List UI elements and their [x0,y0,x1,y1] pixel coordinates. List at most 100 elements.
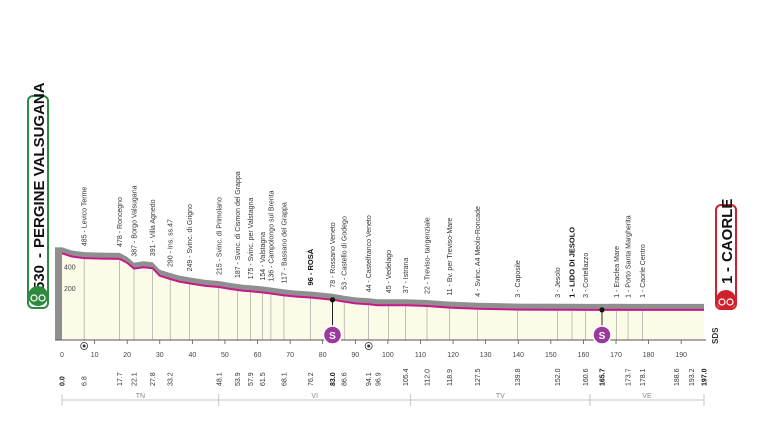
distance-tick-label: 100 [382,352,394,359]
finish-separator: - [719,267,736,272]
profile-left-edge [55,247,62,340]
km-label: 76.2 [308,372,315,386]
distance-tick-label: 160 [578,352,590,359]
waypoint-label: 11 - Bv. per Treviso-Mare [447,218,454,296]
sprint-label: S [599,331,606,342]
waypoint-label: 96 - ROSÀ [306,248,315,285]
start-flag-icon [28,286,48,306]
distance-tick-label: 130 [480,352,492,359]
km-label: 118.9 [447,369,454,386]
waypoint-label: 175 - Svinc. per Valstagna [248,198,255,280]
km-label: 57.9 [248,372,255,386]
y-tick-label: 400 [64,265,76,272]
waypoint-label: 3 - Jesolo [555,267,562,297]
province-label: VI [311,393,318,400]
km-label: 6.8 [82,376,89,386]
waypoint-label: 478 - Roncegno [117,197,124,247]
sprint-label: S [329,331,336,342]
start-badge: 530 - PERGINE VALSUGANA [28,82,48,308]
km-label: 53.9 [235,372,242,386]
km-label: 0.0 [60,376,67,386]
distance-tick-label: 80 [319,352,327,359]
km-label: 139.8 [515,368,522,386]
km-label: 48.1 [216,372,223,386]
sponsor-logo: SDS [711,327,720,344]
km-labels: 0.0 6.8 17.7 22.1 27.8 33.2 48.1 53.9 57.9 61.5 68… [60,368,709,386]
province-label: TN [136,393,145,400]
waypoint-label: 387 - Borgo Valsugana [132,185,139,256]
km-label: 165.7 [600,368,607,386]
waypoint-label: 1 - Eraclea Mare [614,246,621,298]
waypoint-label: 22 - Treviso- tangenziale [425,217,432,294]
waypoint-label: 78 - Rossano Veneto [330,222,337,287]
feed-zone-icon [83,345,86,348]
waypoint-label: 215 - Svinc. di Primolano [216,197,223,275]
distance-tick-label: 0 [60,352,64,359]
km-label: 33.2 [168,372,175,386]
distance-tick-label: 60 [254,352,262,359]
distance-tick-label: 70 [286,352,294,359]
feed-zone-icon [367,345,370,348]
km-label: 127.5 [475,368,482,386]
waypoint-label: 1 - Porto Santa Margherita [626,215,633,298]
province-label: VE [642,393,652,400]
distance-tick-label: 110 [415,352,426,359]
distance-tick-label: 180 [643,352,655,359]
km-label: 27.8 [150,372,157,386]
waypoint-label: 44 - Castelfranco Veneto [366,215,373,292]
start-separator: - [31,253,48,258]
waypoint-label: 37 - Istrana [403,258,410,294]
distance-tick-label: 50 [221,352,229,359]
waypoint-label: 290 - Ins. ss.47 [168,219,175,267]
distance-tick-label: 30 [156,352,164,359]
distance-tick-label: 140 [512,352,524,359]
km-label: 112.0 [425,369,432,386]
distance-tick-label: 120 [447,352,459,359]
start-name: PERGINE VALSUGANA [31,82,48,248]
km-label: 197.0 [702,368,709,386]
waypoint-label: 136 - Campolongo sul Brenta [268,190,275,281]
km-label: 94.1 [366,372,373,386]
waypoint-label: 187 - Svinc. di Cismon del Grappa [235,171,242,278]
distance-tick-label: 190 [675,352,687,359]
km-label: 61.5 [260,372,267,386]
waypoint-label: 3 - Caposile [515,260,522,297]
km-label: 152.0 [555,368,562,386]
km-label: 68.1 [281,372,288,386]
distance-tick-label: 10 [91,352,99,359]
finish-flag-icon [716,290,736,310]
km-label: 86.6 [342,372,349,386]
waypoint-label: 154 - Valstagna [260,232,267,281]
distance-tick-label: 150 [545,352,557,359]
waypoint-label: 249 - Svinc. di Grigno [187,204,194,271]
waypoint-label: 391 - Villa Agnedo [150,199,157,256]
distance-tick-label: 90 [351,352,359,359]
km-label: 193.2 [689,368,696,386]
km-label: 178.1 [640,368,647,386]
km-label: 105.4 [403,368,410,386]
waypoint-label: 117 - Bassano del Grappa [281,202,288,283]
km-label: 96.9 [375,372,382,386]
distance-ticks: 0 10 20 30 40 50 60 70 80 90 100 110 120 130 140 150 160… [55,340,706,359]
waypoint-label: 1 - Caorle Centro [640,244,647,298]
province-bar: TN VI TV VE [62,393,704,406]
km-label: 173.7 [626,368,633,386]
km-label: 17.7 [117,372,124,386]
km-label: 188.6 [674,368,681,386]
finish-name: CAORLE [719,199,736,262]
distance-tick-label: 20 [123,352,131,359]
km-label: 22.1 [132,372,139,386]
profile-fill [62,253,704,340]
waypoint-label: 45 - Vedelago [386,250,393,293]
waypoint-label: 53 - Castello di Godego [342,216,349,290]
km-label: 160.6 [583,368,590,386]
waypoint-label: 4 - Svinc. A4 Meolo-Roncade [475,206,482,297]
distance-tick-label: 170 [610,352,622,359]
finish-elevation: 1 [719,276,736,284]
finish-badge: 1 - CAORLE [716,199,736,310]
waypoint-label: 485 - Levico Terme [82,187,89,247]
waypoint-label: 3 - Cortellazzo [583,253,590,298]
waypoint-label: 1 - LIDO DI JESOLO [568,227,577,298]
distance-tick-label: 40 [188,352,196,359]
